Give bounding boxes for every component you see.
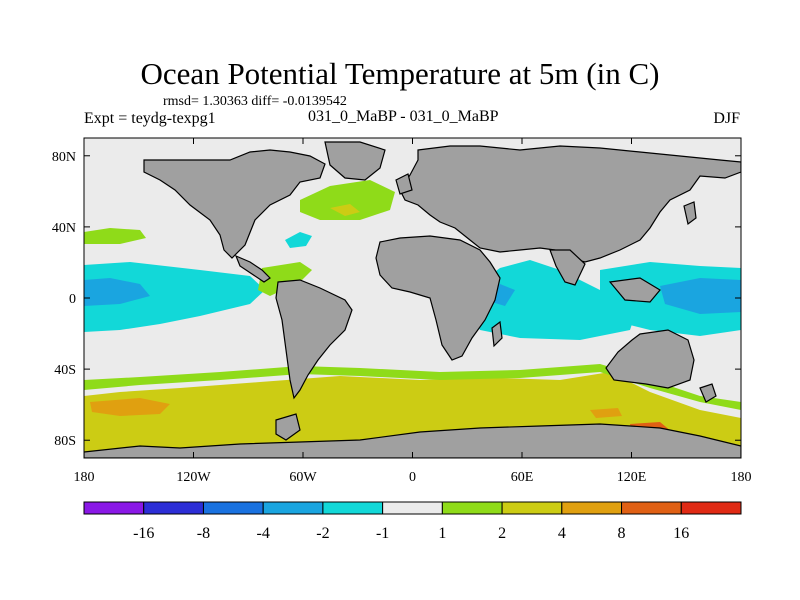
x-tick-label: 60E (511, 470, 534, 485)
indian-ocean-cold-pool (470, 260, 640, 340)
colorbar-label: 16 (673, 525, 689, 542)
colorbar-swatch (262, 501, 324, 515)
colorbar-label: -8 (197, 525, 210, 542)
chart-title: Ocean Potential Temperature at 5m (in C) (140, 56, 660, 91)
southern-ocean-green-fringe (84, 364, 741, 410)
colorbar-label: 2 (498, 525, 506, 542)
colorbar-swatch (501, 501, 563, 515)
plot-area (84, 138, 741, 458)
western-pacific-cold-tongue (660, 278, 741, 314)
colorbar: -16 -8 -4 -2 -1 1 2 4 8 16 (83, 501, 742, 542)
colorbar-label: 1 (438, 525, 446, 542)
land-masses (84, 141, 741, 458)
experiment-label: Expt = teydg-texpg1 (84, 110, 216, 127)
atlantic-cold-patch (285, 232, 312, 248)
colorbar-swatch (322, 501, 384, 515)
africa (375, 235, 501, 361)
colorbar-swatch (202, 501, 264, 515)
colorbar-label: 8 (618, 525, 626, 542)
y-tick-label: 0 (69, 292, 76, 307)
x-tick-label: 180 (74, 470, 95, 485)
x-tick-label: 120W (176, 470, 211, 485)
central-america (234, 254, 271, 283)
y-tick-label: 80S (54, 434, 76, 449)
british-isles (395, 173, 413, 195)
x-tick-label: 0 (409, 470, 416, 485)
tropical-pacific-cold-tongue (84, 278, 150, 306)
colorbar-label: -1 (376, 525, 389, 542)
colorbar-swatch (561, 501, 623, 515)
colorbar-swatch (680, 501, 742, 515)
y-tick-label: 80N (52, 150, 76, 165)
colorbar-swatch (143, 501, 204, 515)
south-atlantic-green-patch (258, 262, 312, 296)
axes: 180 120W 60W 0 60E 120E 180 80N 40N 0 40S 80S (52, 138, 752, 485)
japan (683, 201, 697, 226)
antarctic-peninsula (275, 413, 301, 441)
north-atlantic-yellow-patch (330, 204, 360, 216)
north-pacific-green-patch (84, 228, 146, 244)
colorbar-label: -16 (133, 525, 154, 542)
antarctica (84, 423, 741, 458)
southern-ocean-warm-patch-1 (90, 398, 170, 416)
colorbar-swatch (441, 501, 503, 515)
southern-ocean-warm-patch-2 (590, 408, 622, 418)
north-america (143, 149, 326, 259)
australia (605, 329, 695, 389)
greenland (324, 141, 386, 181)
anomaly-contours (84, 180, 741, 458)
y-tick-label: 40N (52, 221, 76, 236)
new-zealand (699, 383, 717, 403)
season-label: DJF (713, 110, 740, 127)
colorbar-label: -2 (316, 525, 329, 542)
x-tick-label: 180 (731, 470, 752, 485)
stats-text: rmsd= 1.30363 diff= -0.0139542 (163, 94, 347, 109)
y-tick-label: 40S (54, 363, 76, 378)
experiment-name: 031_0_MaBP - 031_0_MaBP (308, 108, 499, 125)
colorbar-label: 4 (558, 525, 566, 542)
eurasia (399, 145, 741, 263)
indian-subcontinent (549, 249, 586, 286)
x-tick-label: 120E (617, 470, 647, 485)
north-atlantic-green-patch (300, 180, 395, 220)
madagascar (491, 320, 503, 348)
colorbar-label: -4 (257, 525, 270, 542)
tropical-pacific-cold-band (84, 262, 265, 332)
maritime-continent (608, 277, 661, 303)
colorbar-swatch (621, 501, 682, 515)
x-tick-label: 60W (289, 470, 317, 485)
colorbar-swatch (382, 501, 443, 515)
colorbar-swatch (83, 501, 145, 515)
south-america (275, 279, 353, 400)
